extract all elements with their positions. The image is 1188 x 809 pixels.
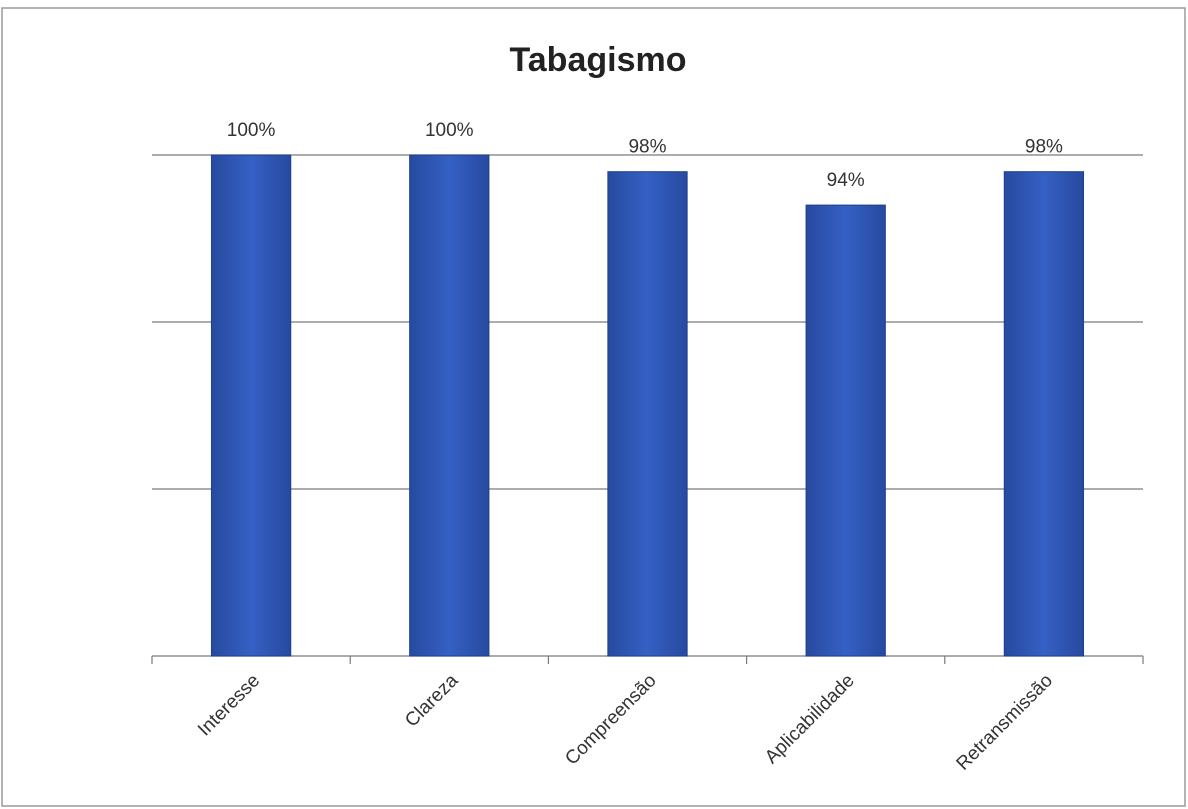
bar [1003, 171, 1085, 657]
bar [607, 171, 688, 657]
value-label: 94% [827, 170, 865, 191]
bar [210, 154, 292, 657]
value-label: 100% [425, 120, 474, 141]
value-label: 98% [1025, 137, 1063, 158]
value-label: 98% [628, 137, 666, 158]
chart-border [1, 7, 1186, 807]
chart-title: Tabagismo [510, 41, 687, 79]
bar [409, 154, 490, 657]
bar [805, 204, 886, 657]
value-label: 100% [227, 120, 276, 141]
